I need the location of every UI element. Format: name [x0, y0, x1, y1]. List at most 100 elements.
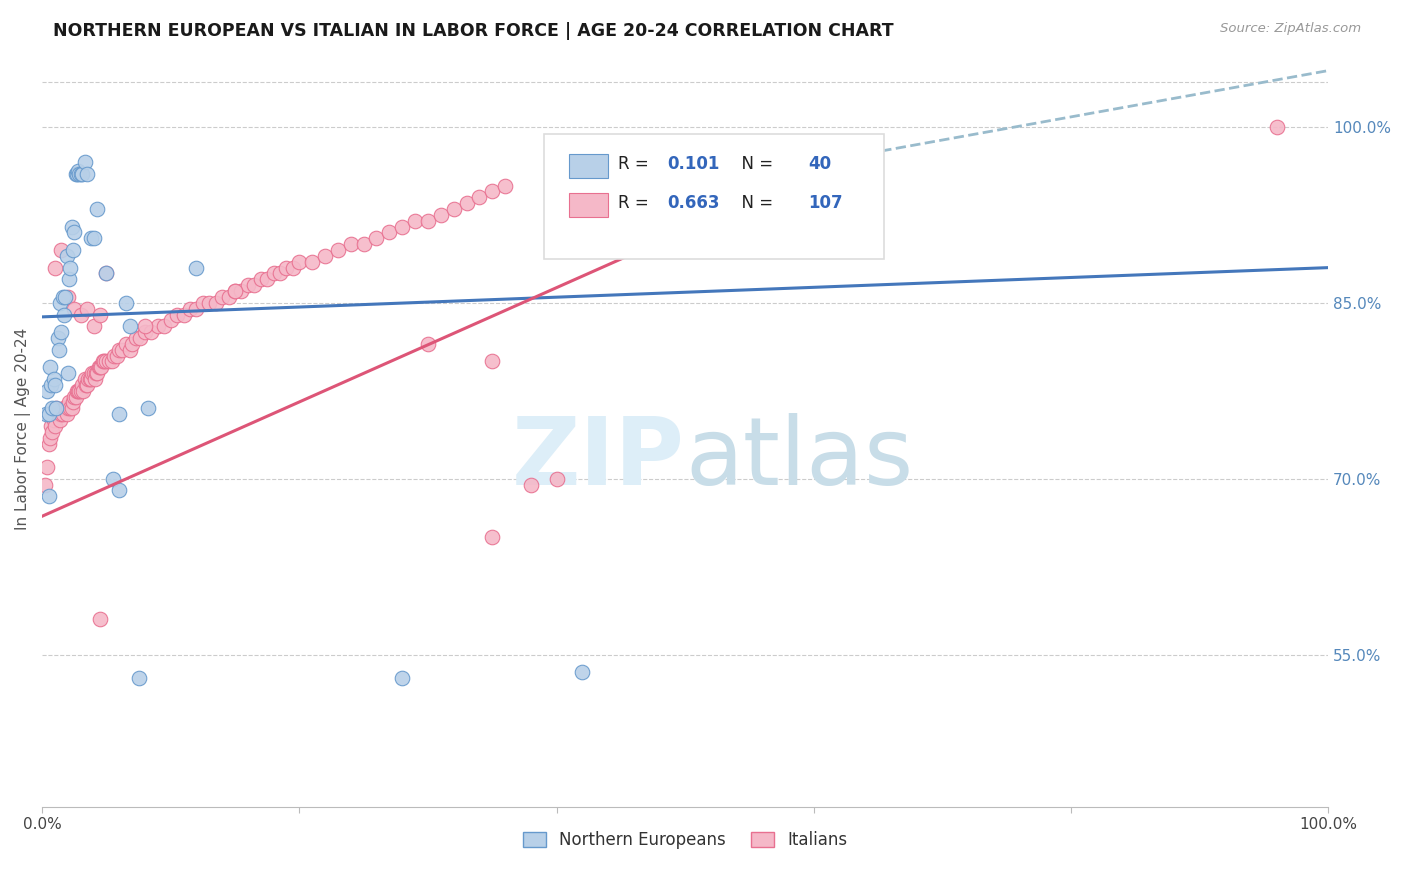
Point [59, 401, 82, 416]
Point [269, 267, 291, 281]
Point [159, 313, 181, 327]
Point [38, 360, 60, 375]
Point [67, 384, 90, 398]
Point [90, 360, 112, 375]
Point [111, 343, 134, 357]
Point [204, 295, 226, 310]
FancyBboxPatch shape [569, 153, 607, 178]
Point [520, 477, 543, 491]
Point [366, 231, 388, 245]
Point [391, 219, 413, 234]
Point [198, 295, 221, 310]
Point [481, 185, 503, 199]
Point [326, 243, 349, 257]
Point [39, 377, 62, 392]
Y-axis label: In Labor Force | Age 20-24: In Labor Force | Age 20-24 [15, 327, 31, 530]
Point [91, 354, 114, 368]
Point [288, 254, 311, 268]
Text: N =: N = [731, 194, 779, 212]
Point [42, 372, 65, 386]
Point [108, 483, 131, 498]
Point [456, 196, 478, 211]
Point [301, 254, 323, 268]
Text: 0.663: 0.663 [666, 194, 720, 212]
Point [55, 407, 77, 421]
Point [96, 267, 118, 281]
Point [281, 260, 304, 275]
Point [37, 384, 59, 398]
Point [314, 249, 336, 263]
Point [62, 243, 84, 257]
Point [263, 267, 285, 281]
Point [134, 319, 156, 334]
Text: ZIP: ZIP [512, 413, 685, 505]
Point [52, 407, 75, 421]
Point [48, 343, 70, 357]
Point [224, 284, 246, 298]
Point [44, 419, 66, 434]
Point [114, 295, 136, 310]
Point [69, 308, 91, 322]
Point [65, 167, 87, 181]
Point [34, 477, 56, 491]
Point [153, 319, 176, 334]
Point [62, 395, 84, 409]
Point [87, 360, 110, 375]
Point [45, 401, 67, 416]
Point [211, 290, 233, 304]
Point [118, 319, 141, 334]
Point [429, 208, 451, 222]
Point [56, 290, 79, 304]
Point [141, 325, 163, 339]
Point [218, 290, 240, 304]
Point [128, 331, 150, 345]
Point [236, 278, 259, 293]
Point [46, 407, 69, 421]
Point [179, 301, 201, 316]
Point [89, 308, 111, 322]
Point [37, 460, 59, 475]
Point [86, 202, 108, 216]
Point [38, 407, 60, 421]
Point [186, 301, 208, 316]
Point [39, 419, 62, 434]
Point [52, 290, 75, 304]
Point [125, 331, 148, 345]
Point [41, 401, 63, 416]
Point [249, 272, 271, 286]
Point [108, 407, 131, 421]
Text: 107: 107 [808, 194, 844, 212]
Text: Source: ZipAtlas.com: Source: ZipAtlas.com [1220, 22, 1361, 36]
Point [166, 308, 188, 322]
Text: NORTHERN EUROPEAN VS ITALIAN IN LABOR FORCE | AGE 20-24 CORRELATION CHART: NORTHERN EUROPEAN VS ITALIAN IN LABOR FO… [53, 22, 894, 40]
Point [86, 366, 108, 380]
Point [114, 336, 136, 351]
Point [49, 413, 72, 427]
Point [146, 319, 169, 334]
Point [80, 231, 103, 245]
Point [38, 489, 60, 503]
Point [481, 354, 503, 368]
Point [48, 407, 70, 421]
Point [53, 308, 76, 322]
Point [53, 401, 76, 416]
Text: atlas: atlas [685, 413, 914, 505]
Point [76, 301, 98, 316]
Point [82, 366, 104, 380]
Point [53, 401, 76, 416]
Point [67, 164, 90, 178]
Point [49, 295, 72, 310]
Point [494, 178, 516, 193]
Point [571, 665, 593, 680]
Point [67, 384, 90, 398]
FancyBboxPatch shape [544, 134, 884, 259]
Point [80, 372, 103, 386]
Point [35, 407, 58, 421]
Point [108, 343, 131, 357]
Point [38, 436, 60, 450]
Point [98, 354, 121, 368]
Point [66, 384, 89, 398]
Point [45, 401, 67, 416]
Point [51, 325, 73, 339]
Point [100, 354, 122, 368]
